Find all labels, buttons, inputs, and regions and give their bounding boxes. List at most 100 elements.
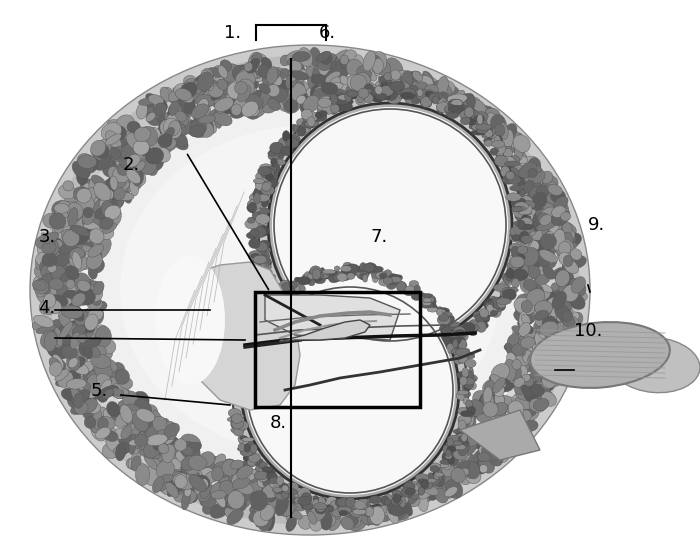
Ellipse shape — [259, 94, 275, 111]
Ellipse shape — [244, 450, 256, 455]
Ellipse shape — [440, 91, 447, 104]
Ellipse shape — [127, 168, 136, 181]
Ellipse shape — [152, 459, 164, 471]
Ellipse shape — [415, 483, 421, 491]
Ellipse shape — [561, 212, 570, 221]
Ellipse shape — [126, 154, 139, 168]
Ellipse shape — [550, 190, 566, 203]
Ellipse shape — [513, 398, 531, 412]
Ellipse shape — [304, 330, 313, 338]
Ellipse shape — [276, 476, 284, 485]
Ellipse shape — [89, 176, 104, 197]
Ellipse shape — [495, 159, 505, 166]
Ellipse shape — [435, 443, 450, 456]
Ellipse shape — [458, 439, 463, 445]
Ellipse shape — [491, 131, 503, 145]
Ellipse shape — [360, 262, 367, 271]
Ellipse shape — [90, 345, 106, 359]
Ellipse shape — [569, 312, 583, 328]
Ellipse shape — [242, 437, 254, 442]
Ellipse shape — [476, 125, 488, 134]
Ellipse shape — [499, 155, 508, 161]
Ellipse shape — [386, 104, 402, 124]
Ellipse shape — [442, 465, 455, 477]
Ellipse shape — [286, 139, 299, 148]
Ellipse shape — [386, 496, 393, 503]
Ellipse shape — [338, 275, 350, 280]
Ellipse shape — [343, 503, 354, 512]
Ellipse shape — [517, 221, 526, 229]
Ellipse shape — [513, 272, 521, 283]
Ellipse shape — [195, 120, 214, 138]
Ellipse shape — [374, 359, 381, 367]
Ellipse shape — [95, 144, 106, 157]
Ellipse shape — [74, 189, 87, 199]
Ellipse shape — [439, 135, 454, 145]
Ellipse shape — [446, 442, 457, 453]
Ellipse shape — [229, 379, 241, 386]
Ellipse shape — [467, 100, 480, 109]
Ellipse shape — [210, 502, 229, 518]
Ellipse shape — [346, 84, 356, 95]
Ellipse shape — [234, 81, 248, 94]
Ellipse shape — [252, 68, 262, 79]
Ellipse shape — [266, 175, 277, 182]
Ellipse shape — [90, 354, 111, 368]
Ellipse shape — [517, 364, 534, 372]
Ellipse shape — [490, 310, 498, 316]
Ellipse shape — [552, 229, 565, 250]
Ellipse shape — [259, 462, 267, 469]
Ellipse shape — [258, 511, 272, 531]
Ellipse shape — [66, 378, 87, 389]
Ellipse shape — [482, 119, 495, 139]
Ellipse shape — [74, 402, 88, 415]
Ellipse shape — [500, 159, 510, 170]
Ellipse shape — [310, 478, 320, 495]
Ellipse shape — [129, 410, 149, 424]
Ellipse shape — [129, 433, 142, 449]
Ellipse shape — [398, 346, 406, 356]
Ellipse shape — [251, 54, 262, 65]
Ellipse shape — [390, 462, 405, 475]
Ellipse shape — [141, 153, 154, 164]
Ellipse shape — [248, 251, 262, 261]
Ellipse shape — [113, 448, 122, 455]
Ellipse shape — [184, 487, 191, 497]
Ellipse shape — [402, 494, 409, 503]
Ellipse shape — [428, 351, 442, 360]
Ellipse shape — [538, 242, 552, 256]
Ellipse shape — [153, 410, 164, 428]
Ellipse shape — [366, 486, 379, 497]
Ellipse shape — [517, 213, 526, 224]
Ellipse shape — [256, 254, 267, 266]
Ellipse shape — [505, 343, 516, 358]
Ellipse shape — [158, 134, 172, 147]
Ellipse shape — [400, 485, 411, 494]
Ellipse shape — [552, 292, 566, 309]
Ellipse shape — [560, 312, 579, 327]
Ellipse shape — [360, 271, 370, 276]
Ellipse shape — [72, 161, 90, 179]
Ellipse shape — [486, 426, 501, 437]
Ellipse shape — [247, 441, 253, 449]
Ellipse shape — [290, 470, 300, 482]
Ellipse shape — [375, 93, 387, 100]
Ellipse shape — [262, 502, 277, 514]
Ellipse shape — [116, 179, 130, 190]
Ellipse shape — [272, 492, 286, 503]
Ellipse shape — [321, 339, 330, 347]
Ellipse shape — [385, 481, 400, 497]
Ellipse shape — [456, 433, 463, 438]
Ellipse shape — [109, 168, 127, 182]
Ellipse shape — [443, 445, 450, 454]
Ellipse shape — [340, 477, 354, 491]
Ellipse shape — [494, 423, 509, 431]
Ellipse shape — [237, 332, 251, 339]
Ellipse shape — [533, 202, 553, 210]
Ellipse shape — [434, 94, 444, 103]
Ellipse shape — [339, 500, 349, 510]
Ellipse shape — [308, 118, 316, 128]
Ellipse shape — [494, 181, 509, 201]
Ellipse shape — [168, 130, 178, 139]
Ellipse shape — [92, 151, 111, 170]
